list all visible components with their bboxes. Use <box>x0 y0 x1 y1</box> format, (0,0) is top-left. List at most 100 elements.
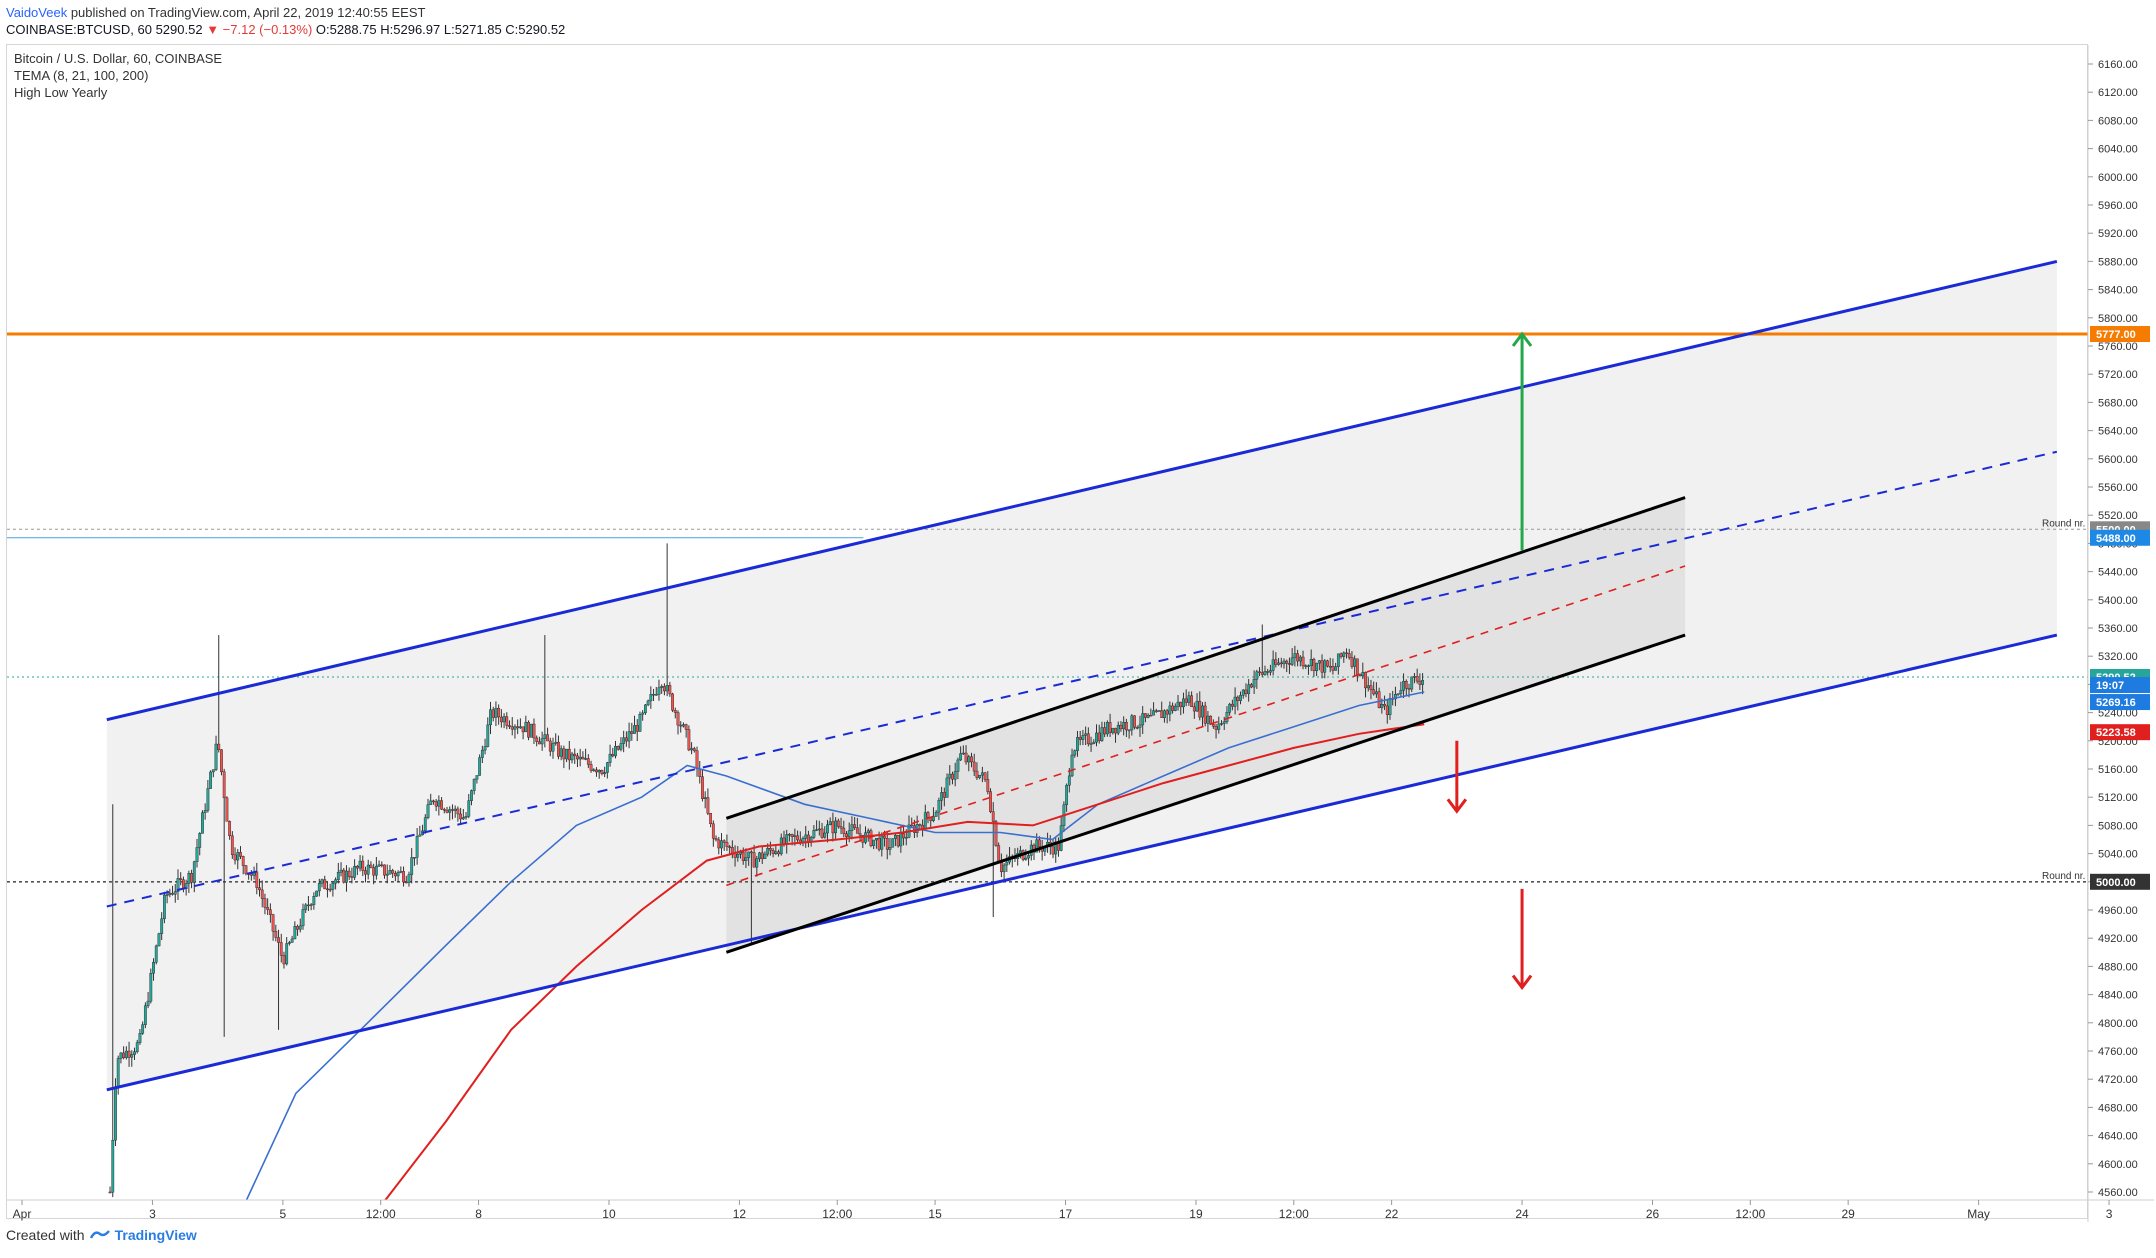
tema-blue-line <box>245 691 1425 1200</box>
candle-body <box>1019 850 1022 854</box>
candle-body <box>788 834 791 836</box>
level-badge: 5777.00 <box>2096 329 2136 341</box>
candle-body <box>1317 660 1321 664</box>
candle-body <box>141 1024 145 1034</box>
candle-body <box>1388 698 1392 715</box>
candle-body <box>682 724 685 727</box>
candle-body <box>1252 679 1256 688</box>
candle-body <box>393 872 397 877</box>
candle-body <box>910 824 914 827</box>
candle-body <box>108 1191 112 1194</box>
author-link[interactable]: VaidoVeek <box>6 5 68 20</box>
price-badge: 5223.58 <box>2096 727 2136 739</box>
target-arrowhead <box>1511 974 1533 991</box>
candle-body <box>203 810 207 813</box>
candle-body <box>771 850 775 854</box>
candle-body <box>660 686 664 688</box>
candle-body <box>578 756 582 760</box>
candle-body <box>624 737 628 742</box>
candle-body <box>1065 784 1069 806</box>
candle-body <box>1105 722 1109 735</box>
price-tick-label: 5520.00 <box>2098 510 2138 522</box>
candle-body <box>633 725 636 734</box>
candle-body <box>1404 681 1408 689</box>
candle-body <box>894 834 897 839</box>
candle-body <box>608 753 612 763</box>
candle-body <box>1089 743 1093 745</box>
candle-body <box>410 857 414 875</box>
round-nr-label: Round nr. <box>2042 871 2085 882</box>
price-tick-label: 4720.00 <box>2098 1074 2138 1086</box>
candle-body <box>951 773 954 780</box>
candle-body <box>391 870 395 874</box>
price-tick-label: 5960.00 <box>2098 200 2138 212</box>
candle-body <box>288 942 291 944</box>
candle-body <box>1277 662 1280 665</box>
candle-body <box>1051 846 1055 855</box>
candle-body <box>1124 722 1128 731</box>
candle-body <box>741 852 745 861</box>
candle-body <box>1383 704 1386 707</box>
price-tick-label: 5400.00 <box>2098 595 2138 607</box>
candle-body <box>516 726 520 729</box>
candle-body <box>1176 701 1180 707</box>
price-tick-label: 4640.00 <box>2098 1131 2138 1143</box>
time-tick-label: 29 <box>1841 1207 1855 1221</box>
candle-body <box>217 743 221 750</box>
candle-body <box>366 864 370 875</box>
candle-body <box>472 778 476 791</box>
indicator-high-low[interactable]: High Low Yearly <box>14 85 108 100</box>
candle-body <box>945 777 949 798</box>
price-tick-label: 6080.00 <box>2098 115 2138 127</box>
candle-body <box>1067 775 1071 786</box>
candle-body <box>698 768 702 777</box>
candle-body <box>402 871 405 883</box>
candle-body <box>722 840 726 843</box>
candle-body <box>709 813 713 825</box>
candle-body <box>888 847 892 850</box>
candle-body <box>758 852 761 859</box>
indicator-tema[interactable]: TEMA (8, 21, 100, 200) <box>14 68 149 83</box>
candle-body <box>980 772 984 776</box>
candle-body <box>415 836 419 858</box>
candle-body <box>383 864 386 876</box>
big-channel-upper <box>106 259 2058 722</box>
price-tick-label: 4680.00 <box>2098 1102 2138 1114</box>
candle-body <box>214 743 218 770</box>
candle-body <box>440 800 443 810</box>
candle-body <box>201 812 204 834</box>
candle-body <box>760 852 764 859</box>
candle-body <box>1173 706 1177 711</box>
candle-body <box>505 716 509 726</box>
candles <box>108 543 1424 1198</box>
candle-body <box>388 870 392 875</box>
candle-body <box>1122 722 1126 730</box>
candle-body <box>953 771 957 780</box>
time-tick-label: 10 <box>602 1207 616 1221</box>
candle-body <box>991 811 995 822</box>
candle-body <box>663 686 666 692</box>
small-channel-lower <box>725 633 1686 954</box>
candle-body <box>1323 660 1327 673</box>
candle-body <box>1271 659 1275 671</box>
candle-body <box>714 838 718 841</box>
candle-body <box>1097 732 1101 741</box>
candle-body <box>1285 660 1289 664</box>
candle-body <box>342 869 346 883</box>
candle-body <box>1304 665 1308 667</box>
candle-body <box>486 724 490 747</box>
footer-brand[interactable]: TradingView <box>114 1227 197 1243</box>
candle-body <box>877 838 881 850</box>
candle-body <box>1369 685 1373 690</box>
candle-body <box>173 891 177 895</box>
candle-body <box>453 808 457 811</box>
candle-body <box>345 870 348 883</box>
candle-body <box>326 888 329 891</box>
candle-body <box>459 813 463 820</box>
candle-body <box>1293 653 1297 659</box>
candle-body <box>923 812 927 829</box>
candle-body <box>521 726 525 733</box>
candle-body <box>559 748 563 757</box>
candle-body <box>896 834 900 847</box>
